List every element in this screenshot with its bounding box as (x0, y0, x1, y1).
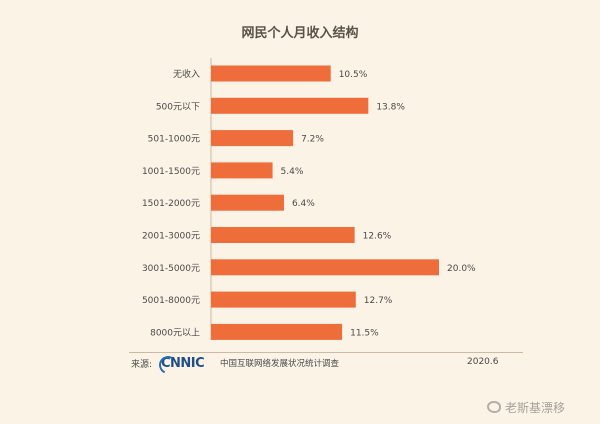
chart-title: 网民个人月收入结构 (241, 26, 359, 41)
source-text: 中国互联网络发展状况统计调查 (220, 359, 340, 369)
category-label: 3001-5000元 (142, 264, 200, 274)
bar (211, 227, 355, 243)
value-label: 20.0% (447, 264, 476, 274)
bar (211, 323, 343, 340)
value-label: 6.4% (292, 199, 315, 209)
bar (211, 291, 356, 308)
footer-divider (129, 352, 523, 353)
category-label: 1001-1500元 (142, 167, 200, 177)
category-label: 8000元以上 (150, 327, 200, 338)
value-label: 12.6% (363, 232, 392, 242)
value-label: 11.5% (350, 328, 379, 338)
bar (211, 130, 294, 147)
category-label: 5001-8000元 (142, 296, 200, 306)
source-label: 来源: (131, 360, 153, 370)
bar (211, 97, 369, 114)
cnnic-logo-text: CNNIC (161, 355, 205, 371)
weibo-icon (487, 401, 501, 413)
value-label: 5.4% (281, 167, 304, 177)
watermark-text: 老斯基漂移 (505, 400, 566, 415)
cnnic-logo: CNNIC (156, 353, 205, 377)
value-label: 12.7% (364, 296, 393, 306)
bar (211, 65, 331, 82)
value-label: 13.8% (376, 102, 405, 112)
category-label: 2001-3000元 (142, 232, 200, 242)
source-date: 2020.6 (467, 357, 499, 367)
value-label: 7.2% (301, 135, 324, 145)
category-label: 无收入 (173, 68, 200, 80)
value-label: 10.5% (339, 70, 368, 80)
category-label: 500元以下 (156, 102, 200, 112)
bar (211, 259, 439, 276)
category-label: 1501-2000元 (142, 199, 200, 209)
category-label: 501-1000元 (148, 135, 200, 145)
bar (211, 194, 284, 211)
bar (211, 162, 273, 179)
watermark: 老斯基漂移 (487, 398, 565, 416)
